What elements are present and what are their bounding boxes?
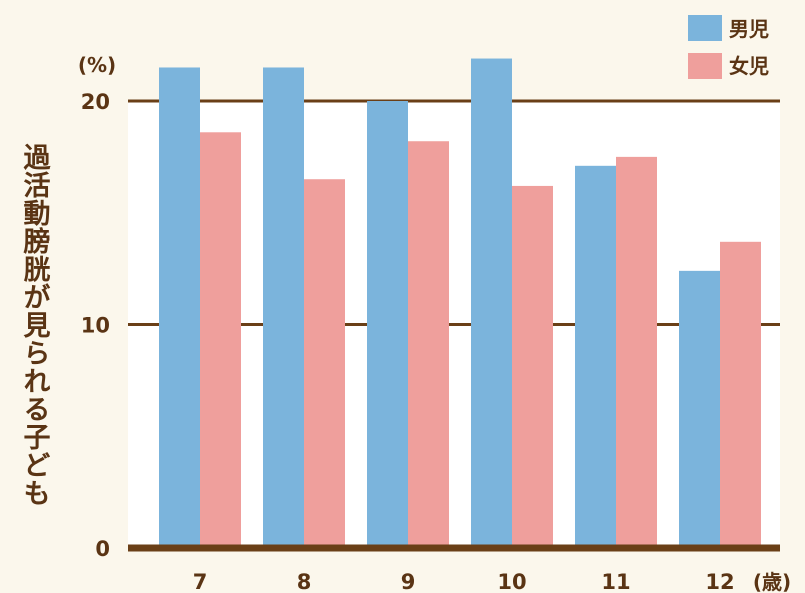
legend: 男児 女児 bbox=[688, 15, 769, 79]
bar-girls-7 bbox=[200, 132, 241, 549]
bar-boys-7 bbox=[159, 67, 200, 548]
bar-girls-12 bbox=[720, 241, 761, 548]
bar-boys-8 bbox=[263, 67, 304, 548]
bar-boys-12 bbox=[679, 270, 720, 548]
y-tick-label: 0 bbox=[95, 537, 110, 561]
x-tick-label: 10 bbox=[497, 570, 526, 593]
y-unit-label: (%) bbox=[78, 53, 116, 77]
x-tick-label: 12 bbox=[705, 570, 734, 593]
bar-girls-9 bbox=[408, 141, 449, 549]
bar-boys-9 bbox=[367, 101, 408, 548]
bar-girls-8 bbox=[304, 179, 345, 548]
x-tick-label: 7 bbox=[193, 570, 208, 593]
legend-label-boys: 男児 bbox=[729, 17, 769, 41]
bars bbox=[159, 58, 761, 549]
x-tick-labels: 7 8 9 10 11 12 bbox=[193, 570, 735, 593]
legend-label-girls: 女児 bbox=[729, 54, 769, 78]
bar-girls-11 bbox=[616, 156, 657, 548]
bar-boys-11 bbox=[575, 165, 616, 548]
y-tick-label: 10 bbox=[81, 314, 110, 338]
x-unit-label: (歳) bbox=[753, 570, 791, 593]
bar-boys-10 bbox=[471, 58, 512, 548]
legend-swatch-girls bbox=[688, 53, 722, 79]
x-tick-label: 9 bbox=[401, 570, 416, 593]
y-tick-label: 20 bbox=[81, 90, 110, 114]
x-tick-label: 8 bbox=[297, 570, 312, 593]
y-tick-labels: 0 10 20 bbox=[81, 90, 110, 561]
y-axis-label: 過活動膀胱が見られる子ども bbox=[19, 143, 52, 507]
x-tick-label: 11 bbox=[601, 570, 630, 593]
legend-swatch-boys bbox=[688, 15, 722, 41]
bar-girls-10 bbox=[512, 185, 553, 548]
